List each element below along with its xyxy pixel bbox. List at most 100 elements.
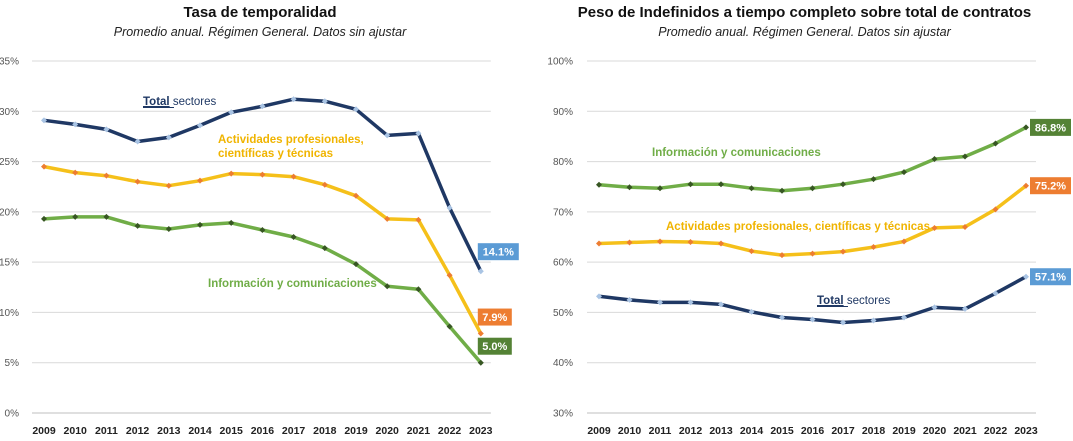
- data-point: [779, 314, 785, 321]
- data-point: [748, 308, 755, 315]
- x-tick-label: 2015: [220, 425, 244, 437]
- data-point: [72, 121, 79, 128]
- data-point: [72, 169, 79, 176]
- data-point: [626, 296, 633, 303]
- series-label-line: Actividades profesionales,: [218, 134, 364, 146]
- chart-indefinidos: Peso de Indefinidos a tiempo completo so…: [536, 0, 1073, 441]
- series-line: [597, 125, 1028, 193]
- data-point: [840, 248, 846, 255]
- x-tick-label: 2015: [770, 425, 794, 437]
- data-point: [840, 319, 846, 326]
- y-tick-label: 50%: [553, 308, 573, 319]
- chart-plot-temporalidad: 0% 5% 10% 15% 20% 25% 30% 35% 2009 2010 2011 2012 20…: [0, 57, 519, 437]
- data-point: [72, 213, 79, 220]
- x-tick-label: 2018: [862, 425, 886, 437]
- data-point: [384, 215, 391, 222]
- series-label-underlined: Total: [143, 96, 170, 108]
- end-value-label: 75.2%: [1035, 181, 1066, 193]
- y-tick-label: 60%: [553, 258, 573, 269]
- data-point: [103, 172, 110, 179]
- data-point: [992, 206, 999, 213]
- end-value-label-box: [1030, 268, 1071, 286]
- series-line: [42, 97, 483, 273]
- data-point: [134, 222, 141, 229]
- data-point: [870, 176, 877, 183]
- x-tick-label: 2014: [740, 425, 764, 437]
- data-point: [41, 117, 47, 124]
- end-value-label: 7.9%: [482, 312, 507, 324]
- chart-title: Tasa de temporalidad: [183, 4, 337, 21]
- x-tick-label: 2014: [188, 425, 212, 437]
- y-tick-label: 10%: [0, 308, 19, 319]
- data-point: [901, 238, 907, 245]
- data-point: [687, 299, 694, 306]
- data-point: [321, 245, 328, 252]
- y-tick-label: 15%: [0, 258, 19, 269]
- x-tick-label: 2011: [95, 425, 118, 437]
- data-point: [228, 170, 235, 177]
- data-point: [197, 177, 203, 184]
- data-point: [446, 272, 453, 279]
- data-point: [1023, 273, 1029, 280]
- data-point: [657, 238, 663, 245]
- x-tick-label: 2016: [801, 425, 825, 437]
- data-point: [657, 185, 663, 192]
- x-tick-label: 2010: [64, 425, 88, 437]
- data-point: [477, 268, 484, 275]
- y-tick-label: 100%: [547, 57, 573, 68]
- series-label-underlined: Total: [817, 295, 844, 307]
- data-point: [415, 130, 422, 137]
- y-tick-label: 35%: [0, 57, 19, 68]
- x-tick-label: 2021: [953, 425, 977, 437]
- series-label: Total sectores: [143, 96, 217, 108]
- data-point: [657, 299, 663, 306]
- data-point: [1023, 124, 1029, 131]
- data-point: [962, 223, 968, 230]
- y-tick-label: 30%: [553, 409, 573, 420]
- x-tick-label: 2020: [923, 425, 947, 437]
- series-line: [42, 164, 483, 336]
- data-point: [384, 283, 391, 290]
- series-label-rest: sectores: [844, 295, 891, 307]
- data-point: [718, 181, 724, 188]
- data-point: [626, 239, 633, 246]
- x-tick-label: 2021: [407, 425, 431, 437]
- x-tick-label: 2020: [376, 425, 400, 437]
- x-tick-label: 2013: [709, 425, 733, 437]
- data-point: [687, 181, 694, 188]
- x-tick-label: 2012: [679, 425, 703, 437]
- y-tick-label: 40%: [553, 358, 573, 369]
- data-point: [134, 178, 141, 185]
- data-point: [992, 140, 999, 147]
- data-point: [809, 185, 816, 192]
- data-point: [165, 225, 172, 232]
- y-tick-label: 90%: [553, 107, 573, 118]
- data-point: [596, 293, 602, 300]
- x-tick-label: 2023: [469, 425, 493, 437]
- y-tick-label: 5%: [5, 358, 20, 369]
- data-point: [165, 134, 172, 141]
- data-point: [931, 304, 938, 311]
- data-point: [718, 301, 724, 308]
- x-tick-label: 2017: [831, 425, 855, 437]
- data-point: [353, 261, 359, 268]
- x-tick-label: 2019: [344, 425, 368, 437]
- data-point: [384, 132, 391, 139]
- data-point: [870, 244, 877, 251]
- data-point: [748, 185, 755, 192]
- data-point: [41, 215, 47, 222]
- data-point: [1023, 182, 1029, 189]
- data-point: [259, 171, 266, 178]
- data-point: [290, 96, 297, 103]
- series-label: Información y comunicaciones: [652, 147, 821, 159]
- x-tick-label: 2023: [1014, 425, 1038, 437]
- x-tick-label: 2022: [984, 425, 1008, 437]
- data-point: [596, 181, 602, 188]
- x-tick-label: 2011: [649, 425, 672, 437]
- data-point: [415, 216, 422, 223]
- series-label-rest: sectores: [170, 96, 217, 108]
- end-value-label-box: [477, 243, 519, 261]
- end-value-label-box: [1030, 177, 1071, 195]
- data-point: [687, 239, 694, 246]
- chart-title: Peso de Indefinidos a tiempo completo so…: [577, 4, 1032, 21]
